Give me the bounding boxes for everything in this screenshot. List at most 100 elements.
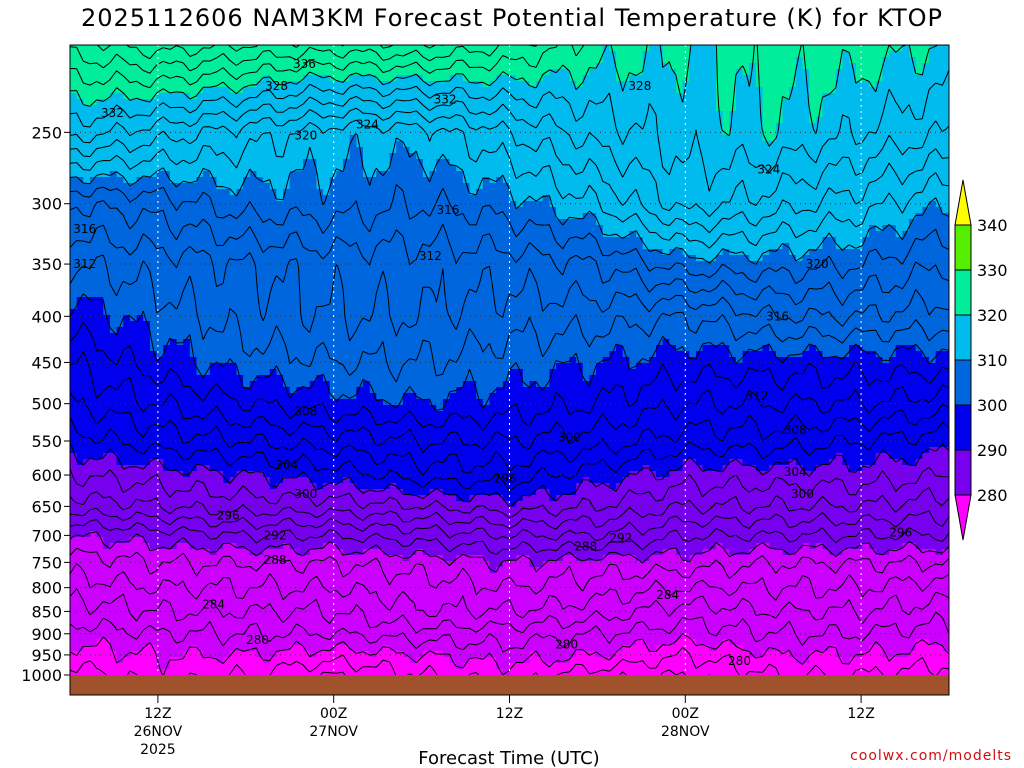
theta-cell: [229, 141, 238, 148]
theta-cell: [569, 81, 577, 88]
theta-cell: [389, 267, 397, 274]
theta-cell: [116, 135, 124, 142]
theta-cell: [189, 195, 198, 202]
theta-cell: [656, 219, 664, 226]
theta-cell: [389, 231, 397, 238]
theta-cell: [862, 159, 870, 166]
theta-cell: [396, 99, 404, 106]
theta-cell: [909, 177, 917, 184]
theta-cell: [715, 69, 724, 76]
theta-cell: [722, 213, 730, 220]
theta-cell: [149, 129, 158, 136]
theta-cell: [323, 81, 331, 88]
theta-cell: [835, 249, 844, 256]
theta-cell: [409, 57, 417, 64]
theta-cell: [476, 75, 484, 82]
theta-cell: [156, 81, 164, 88]
theta-cell: [203, 231, 211, 238]
theta-cell: [469, 69, 477, 76]
theta-cell: [862, 111, 870, 118]
theta-cell: [755, 225, 764, 232]
theta-cell: [795, 183, 804, 190]
theta-cell: [822, 81, 830, 88]
theta-cell: [895, 51, 903, 58]
theta-cell: [835, 261, 844, 268]
theta-cell: [176, 75, 184, 82]
theta-cell: [902, 87, 910, 94]
theta-cell: [622, 111, 630, 118]
theta-cell: [616, 129, 624, 136]
theta-cell: [349, 105, 357, 112]
theta-cell: [622, 177, 630, 184]
theta-cell: [209, 195, 218, 202]
theta-cell: [329, 153, 337, 160]
theta-cell: [176, 267, 184, 274]
theta-cell: [356, 63, 364, 70]
theta-cell: [882, 135, 890, 142]
theta-cell: [89, 267, 98, 274]
theta-cell: [509, 147, 517, 154]
theta-cell: [416, 267, 424, 274]
theta-cell: [929, 105, 937, 112]
theta-cell: [216, 219, 224, 226]
theta-cell: [642, 135, 650, 142]
theta-cell: [356, 213, 364, 220]
theta-cell: [489, 51, 497, 58]
theta-cell: [702, 75, 710, 82]
theta-cell: [715, 243, 724, 250]
theta-cell: [303, 87, 311, 94]
theta-cell: [509, 93, 517, 100]
theta-cell: [735, 243, 744, 250]
theta-cell: [236, 57, 244, 64]
theta-cell: [116, 225, 124, 232]
theta-cell: [536, 213, 544, 220]
theta-cell: [96, 153, 104, 160]
theta-cell: [243, 231, 251, 238]
theta-cell: [522, 105, 531, 112]
theta-cell: [149, 159, 158, 166]
theta-cell: [269, 267, 278, 274]
theta-cell: [829, 261, 837, 268]
theta-cell: [795, 117, 804, 124]
theta-cell: [396, 231, 404, 238]
theta-cell: [476, 237, 484, 244]
theta-cell: [702, 213, 710, 220]
theta-cell: [376, 75, 384, 82]
theta-cell: [769, 219, 777, 226]
theta-cell: [223, 171, 231, 178]
theta-cell: [755, 165, 764, 172]
theta-cell: [169, 135, 178, 142]
theta-cell: [549, 75, 557, 82]
theta-cell: [935, 63, 943, 70]
theta-cell: [276, 213, 284, 220]
theta-cell: [409, 267, 417, 274]
theta-cell: [129, 111, 138, 118]
theta-cell: [196, 189, 204, 196]
theta-cell: [562, 105, 571, 112]
theta-cell: [675, 129, 684, 136]
theta-cell: [309, 177, 317, 184]
theta-cell: [695, 81, 704, 88]
theta-cell: [849, 81, 857, 88]
theta-cell: [249, 93, 258, 100]
theta-cell: [323, 93, 331, 100]
theta-cell: [782, 261, 790, 268]
theta-cell: [343, 195, 351, 202]
theta-cell: [256, 267, 264, 274]
theta-cell: [815, 255, 824, 262]
theta-cell: [123, 117, 131, 124]
theta-cell: [582, 261, 591, 268]
theta-cell: [223, 267, 231, 274]
theta-cell: [636, 45, 644, 52]
theta-cell: [156, 201, 164, 208]
theta-cell: [103, 123, 111, 130]
theta-cell: [602, 51, 610, 58]
theta-cell: [702, 183, 710, 190]
theta-cell: [809, 87, 817, 94]
theta-cell: [469, 123, 477, 130]
theta-cell: [416, 261, 424, 268]
theta-cell: [875, 45, 884, 52]
theta-cell: [203, 243, 211, 250]
theta-cell: [216, 111, 224, 118]
theta-cell: [189, 177, 198, 184]
